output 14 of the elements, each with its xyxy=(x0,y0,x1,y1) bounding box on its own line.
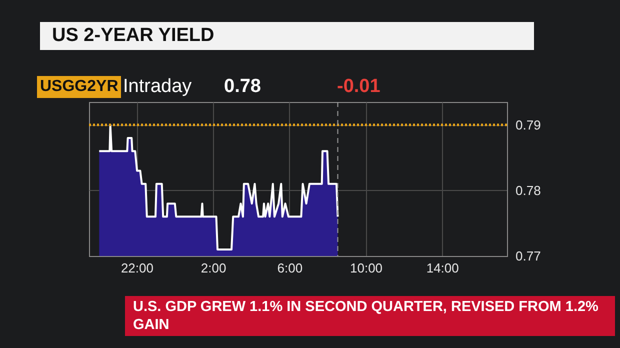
text: 0.78 xyxy=(224,76,261,98)
x-tick-label: 2:00 xyxy=(200,260,226,276)
x-tick-label: 10:00 xyxy=(350,260,383,276)
text: U.S. GDP GREW 1.1% IN SECOND QUARTER, REVISED FROM 1.2% GAIN xyxy=(125,296,615,336)
y-tick-label: 0.78 xyxy=(516,182,541,198)
text: -0.01 xyxy=(337,76,380,98)
x-tick-label: 22:00 xyxy=(120,260,154,276)
y-tick-label: 0.77 xyxy=(516,248,541,264)
x-tick-label: 6:00 xyxy=(277,260,303,276)
text: USGG2YR xyxy=(37,76,122,98)
x-tick-label: 14:00 xyxy=(426,260,459,276)
text: Intraday xyxy=(123,76,192,98)
chart-title: US 2-YEAR YIELD xyxy=(40,22,534,50)
y-tick-label: 0.79 xyxy=(516,117,541,132)
